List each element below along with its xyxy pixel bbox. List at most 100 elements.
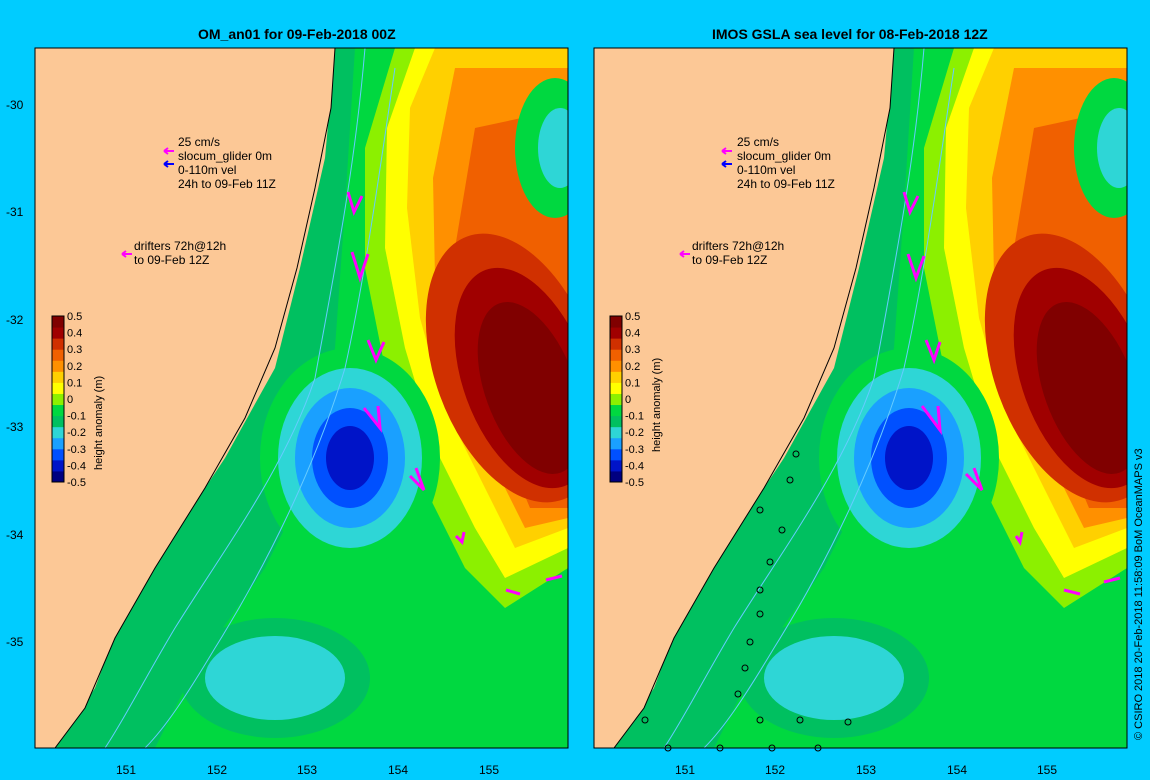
colorbar-tick: 0.4 [625, 328, 640, 340]
lat-tick: -32 [6, 313, 24, 327]
legend-glider: slocum_glider 0m [737, 149, 831, 163]
colorbar-tick: -0.4 [67, 460, 86, 472]
colorbar-swatch [52, 338, 64, 350]
colorbar-swatch [52, 404, 64, 417]
colorbar-swatch [610, 349, 622, 361]
colorbar-tick: -0.4 [625, 460, 644, 472]
lon-tick: 155 [479, 763, 499, 777]
legend-vel: 0-110m vel [178, 163, 236, 177]
lon-tick: 154 [388, 763, 408, 777]
colorbar-tick: -0.2 [67, 427, 86, 439]
colorbar-label: height anomaly (m) [93, 376, 105, 470]
colorbar-left: 0.5 0.4 0.3 0.2 0.1 0 -0.1 -0.2 -0.3 -0.4 -0.5 [51, 311, 86, 489]
colorbar-right: 0.5 0.4 0.3 0.2 0.1 0 -0.1 -0.2 -0.3 -0.4 -0.5 [609, 311, 644, 489]
colorbar-tick: 0.4 [67, 328, 82, 340]
legend-window: 24h to 09-Feb 11Z [178, 177, 276, 191]
colorbar-swatch [52, 382, 64, 394]
lon-ticks-left: 151 152 153 154 155 [116, 763, 499, 777]
colorbar-swatch [52, 360, 64, 372]
colorbar-swatch [52, 437, 64, 450]
colorbar-swatch [610, 327, 622, 339]
velocity-arrows [346, 191, 563, 596]
lat-tick: -33 [6, 420, 24, 434]
lon-tick: 153 [856, 763, 876, 777]
colorbar-swatch [52, 316, 64, 328]
colorbar-label: height anomaly (m) [651, 358, 663, 452]
colorbar-tick: 0 [625, 394, 631, 406]
colorbar-swatch [610, 404, 622, 417]
legend-right: 25 cm/s slocum_glider 0m 0-110m vel 24h … [679, 135, 835, 267]
colorbar-tick: -0.5 [625, 477, 644, 489]
colorbar-tick: 0 [67, 394, 73, 406]
legend-left: 25 cm/s slocum_glider 0m 0-110m vel 24h … [121, 135, 276, 267]
legend-scale: 25 cm/s [737, 135, 779, 149]
colorbar-tick: -0.3 [625, 444, 644, 456]
colorbar-tick: -0.5 [67, 477, 86, 489]
colorbar-swatch [52, 470, 64, 483]
lon-tick: 155 [1037, 763, 1057, 777]
legend-window: 24h to 09-Feb 11Z [737, 177, 835, 191]
colorbar-swatch [610, 393, 622, 406]
colorbar-tick: -0.2 [625, 427, 644, 439]
left-panel-title: OM_an01 for 09-Feb-2018 00Z [198, 26, 396, 42]
colorbar-tick: 0.3 [67, 344, 82, 356]
colorbar-swatch [610, 470, 622, 483]
colorbar-tick: -0.1 [67, 411, 86, 423]
colorbar-swatch [610, 338, 622, 350]
colorbar-swatch [610, 415, 622, 428]
legend-drifters: drifters 72h@12h [134, 239, 226, 253]
colorbar-swatch [610, 382, 622, 394]
lon-tick: 151 [675, 763, 695, 777]
colorbar-tick: -0.1 [625, 411, 644, 423]
colorbar-swatch [610, 316, 622, 328]
colorbar-swatch [610, 448, 622, 461]
right-map [593, 47, 1128, 752]
legend-glider: slocum_glider 0m [178, 149, 272, 163]
colorbar-swatch [52, 415, 64, 428]
left-map [34, 47, 569, 749]
colorbar-frame [51, 315, 65, 483]
colorbar-swatch [52, 459, 64, 472]
colorbar-swatch [52, 448, 64, 461]
colorbar-tick: 0.1 [625, 377, 640, 389]
colorbar-tick: 0.3 [625, 344, 640, 356]
lat-tick: -34 [6, 528, 24, 542]
legend-drifters: drifters 72h@12h [692, 239, 784, 253]
legend-vel: 0-110m vel [737, 163, 795, 177]
lon-tick: 152 [765, 763, 785, 777]
lon-ticks-right: 151 152 153 154 155 [675, 763, 1057, 777]
colorbar-swatch [610, 437, 622, 450]
colorbar-swatch [610, 459, 622, 472]
lon-tick: 153 [297, 763, 317, 777]
colorbar-frame [609, 315, 623, 483]
lat-tick: -35 [6, 635, 24, 649]
colorbar-swatch [52, 327, 64, 339]
colorbar-tick: 0.2 [625, 361, 640, 373]
colorbar-tick: -0.3 [67, 444, 86, 456]
credit-text: © CSIRO 2018 20-Feb-2018 11:58:09 BoM Oc… [1133, 448, 1145, 740]
lat-ticks: -30 -31 -32 -33 -34 -35 [6, 98, 24, 649]
colorbar-tick: 0.5 [625, 311, 640, 323]
drifter-markers [641, 450, 852, 752]
lon-tick: 151 [116, 763, 136, 777]
colorbar-swatch [52, 426, 64, 439]
lon-tick: 154 [947, 763, 967, 777]
legend-drifters-time: to 09-Feb 12Z [692, 253, 767, 267]
legend-scale: 25 cm/s [178, 135, 220, 149]
lat-tick: -31 [6, 205, 24, 219]
velocity-arrows [902, 191, 1121, 596]
colorbar-swatch [52, 371, 64, 383]
colorbar-swatch [52, 349, 64, 361]
colorbar-swatch [610, 371, 622, 383]
colorbar-swatch [610, 426, 622, 439]
lat-tick: -30 [6, 98, 24, 112]
colorbar-tick: 0.2 [67, 361, 82, 373]
colorbar-tick: 0.1 [67, 377, 82, 389]
legend-drifters-time: to 09-Feb 12Z [134, 253, 209, 267]
colorbar-swatch [610, 360, 622, 372]
lon-tick: 152 [207, 763, 227, 777]
right-panel-title: IMOS GSLA sea level for 08-Feb-2018 12Z [712, 26, 988, 42]
colorbar-swatch [52, 393, 64, 406]
colorbar-tick: 0.5 [67, 311, 82, 323]
